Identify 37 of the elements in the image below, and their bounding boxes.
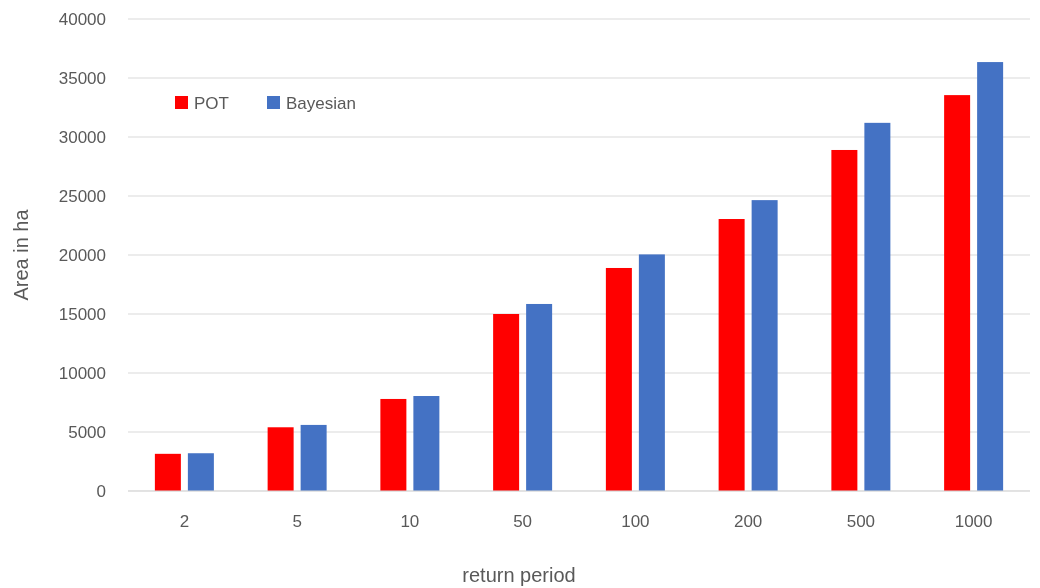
bar — [413, 396, 440, 491]
legend-label: POT — [194, 93, 229, 113]
bar — [526, 303, 553, 491]
bar — [267, 427, 294, 491]
bar — [751, 200, 778, 491]
y-axis-title: Area in ha — [10, 208, 32, 301]
bar — [187, 453, 214, 491]
y-tick-label: 20000 — [58, 245, 106, 265]
y-tick-label: 15000 — [58, 304, 106, 324]
bar — [831, 149, 858, 491]
bar — [718, 219, 745, 491]
bar — [638, 254, 665, 491]
y-tick-label: 40000 — [58, 9, 106, 29]
y-tick-label: 10000 — [58, 363, 106, 383]
bar — [154, 453, 181, 491]
x-tick-label: 5 — [292, 512, 302, 531]
x-tick-label: 10 — [400, 512, 420, 531]
bar — [380, 398, 407, 491]
y-tick-label: 5000 — [68, 422, 106, 442]
y-tick-label: 0 — [96, 481, 106, 501]
x-tick-label: 500 — [846, 512, 876, 531]
x-tick-label: 1000 — [954, 512, 993, 531]
bar — [493, 314, 520, 491]
x-tick-label: 50 — [513, 512, 533, 531]
y-tick-label: 30000 — [58, 127, 106, 147]
x-tick-label: 2 — [179, 512, 190, 531]
bar — [300, 424, 327, 491]
x-tick-label: 100 — [621, 512, 650, 531]
bar — [977, 62, 1004, 491]
bar — [864, 122, 891, 491]
x-axis-title: return period — [462, 564, 576, 586]
bar — [605, 267, 632, 491]
bar — [944, 95, 971, 491]
y-tick-label: 35000 — [58, 68, 106, 88]
legend-label: Bayesian — [286, 93, 356, 113]
x-tick-label: 200 — [733, 512, 763, 531]
y-tick-label: 25000 — [58, 186, 106, 206]
